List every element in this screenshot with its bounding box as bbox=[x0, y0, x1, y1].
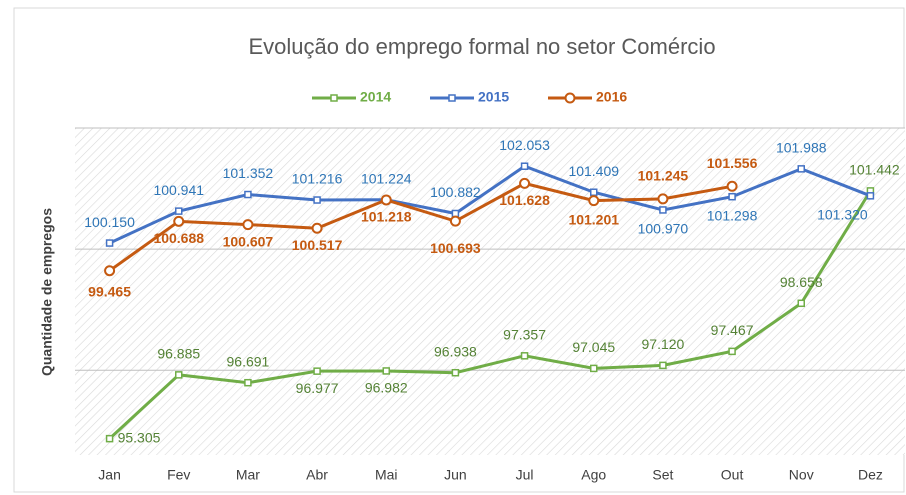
legend-label: 2014 bbox=[360, 89, 391, 105]
data-label: 101.352 bbox=[223, 165, 274, 181]
point bbox=[728, 347, 736, 356]
data-label: 100.970 bbox=[638, 221, 689, 237]
point bbox=[519, 177, 531, 189]
x-tick-label: Abr bbox=[306, 467, 328, 483]
data-label: 101.556 bbox=[707, 155, 758, 171]
data-label: 101.218 bbox=[361, 209, 412, 225]
data-label: 101.224 bbox=[361, 170, 412, 186]
y-axis-label: Quantidade de empregos bbox=[39, 208, 55, 376]
point bbox=[173, 215, 185, 227]
point bbox=[242, 219, 254, 231]
point bbox=[590, 188, 598, 196]
point bbox=[313, 196, 321, 204]
x-tick-label: Jul bbox=[516, 467, 534, 483]
point bbox=[380, 194, 392, 206]
series-line bbox=[108, 181, 733, 272]
data-label: 99.465 bbox=[88, 283, 131, 299]
legend-marker bbox=[330, 94, 338, 102]
data-label: 101.320 bbox=[817, 207, 868, 223]
data-label: 100.150 bbox=[84, 214, 135, 230]
point bbox=[726, 180, 738, 192]
point bbox=[520, 162, 529, 170]
x-tick-label: Mar bbox=[236, 467, 260, 483]
data-label: 97.357 bbox=[503, 327, 546, 343]
data-label: 97.045 bbox=[572, 339, 615, 355]
data-label: 100.693 bbox=[430, 240, 481, 256]
point bbox=[244, 378, 252, 387]
point bbox=[659, 361, 667, 370]
chart-title: Evolução do emprego formal no setor Comé… bbox=[248, 34, 715, 59]
point bbox=[657, 193, 669, 205]
data-label: 101.216 bbox=[292, 171, 343, 187]
legend-label: 2016 bbox=[596, 89, 627, 105]
point bbox=[451, 209, 460, 218]
point bbox=[728, 192, 736, 201]
point bbox=[105, 239, 114, 247]
point bbox=[451, 368, 460, 377]
data-label: 100.688 bbox=[153, 230, 204, 246]
x-tick-label: Jan bbox=[98, 467, 121, 483]
point bbox=[313, 367, 321, 375]
data-label: 97.467 bbox=[711, 322, 754, 338]
data-label: 97.120 bbox=[642, 336, 685, 352]
series-line bbox=[108, 164, 871, 245]
data-label: 100.607 bbox=[223, 233, 274, 249]
x-tick-label: Fev bbox=[167, 467, 190, 483]
x-tick-label: Dez bbox=[858, 467, 883, 483]
data-label: 98.658 bbox=[780, 274, 823, 290]
data-label: 96.982 bbox=[365, 380, 408, 396]
data-label: 101.628 bbox=[499, 192, 550, 208]
point bbox=[590, 364, 598, 373]
legend-marker bbox=[448, 94, 456, 102]
data-label: 101.409 bbox=[568, 163, 619, 179]
data-label: 101.201 bbox=[568, 211, 619, 227]
point bbox=[797, 165, 805, 173]
point bbox=[244, 190, 252, 199]
point bbox=[866, 192, 875, 200]
point bbox=[588, 195, 600, 207]
data-label: 102.053 bbox=[499, 137, 550, 153]
data-label: 96.938 bbox=[434, 343, 477, 359]
data-label: 96.691 bbox=[227, 353, 270, 369]
point bbox=[797, 299, 805, 308]
data-label: 101.988 bbox=[776, 140, 827, 156]
data-label: 95.305 bbox=[118, 429, 161, 445]
x-tick-label: Mai bbox=[375, 467, 398, 483]
point bbox=[175, 207, 183, 215]
data-label: 100.941 bbox=[153, 182, 204, 198]
data-label: 96.977 bbox=[296, 380, 339, 396]
data-label: 101.442 bbox=[849, 162, 900, 178]
legend-label: 2015 bbox=[478, 89, 509, 105]
legend-marker bbox=[564, 92, 576, 104]
point bbox=[449, 215, 461, 227]
point bbox=[520, 352, 529, 360]
series-line bbox=[108, 190, 872, 440]
data-label: 101.245 bbox=[638, 168, 689, 184]
x-tick-label: Out bbox=[721, 467, 744, 483]
x-tick-label: Set bbox=[652, 467, 673, 483]
point bbox=[175, 371, 183, 379]
x-tick-label: Jun bbox=[444, 467, 467, 483]
data-label: 100.882 bbox=[430, 184, 481, 200]
point bbox=[659, 206, 667, 214]
data-label: 96.885 bbox=[157, 346, 200, 362]
x-tick-label: Ago bbox=[581, 467, 606, 483]
point bbox=[105, 434, 114, 443]
x-tick-label: Nov bbox=[789, 467, 814, 483]
point bbox=[104, 265, 116, 277]
point bbox=[382, 367, 390, 375]
data-label: 100.517 bbox=[292, 237, 343, 253]
data-label: 101.298 bbox=[707, 207, 758, 223]
point bbox=[311, 222, 323, 234]
